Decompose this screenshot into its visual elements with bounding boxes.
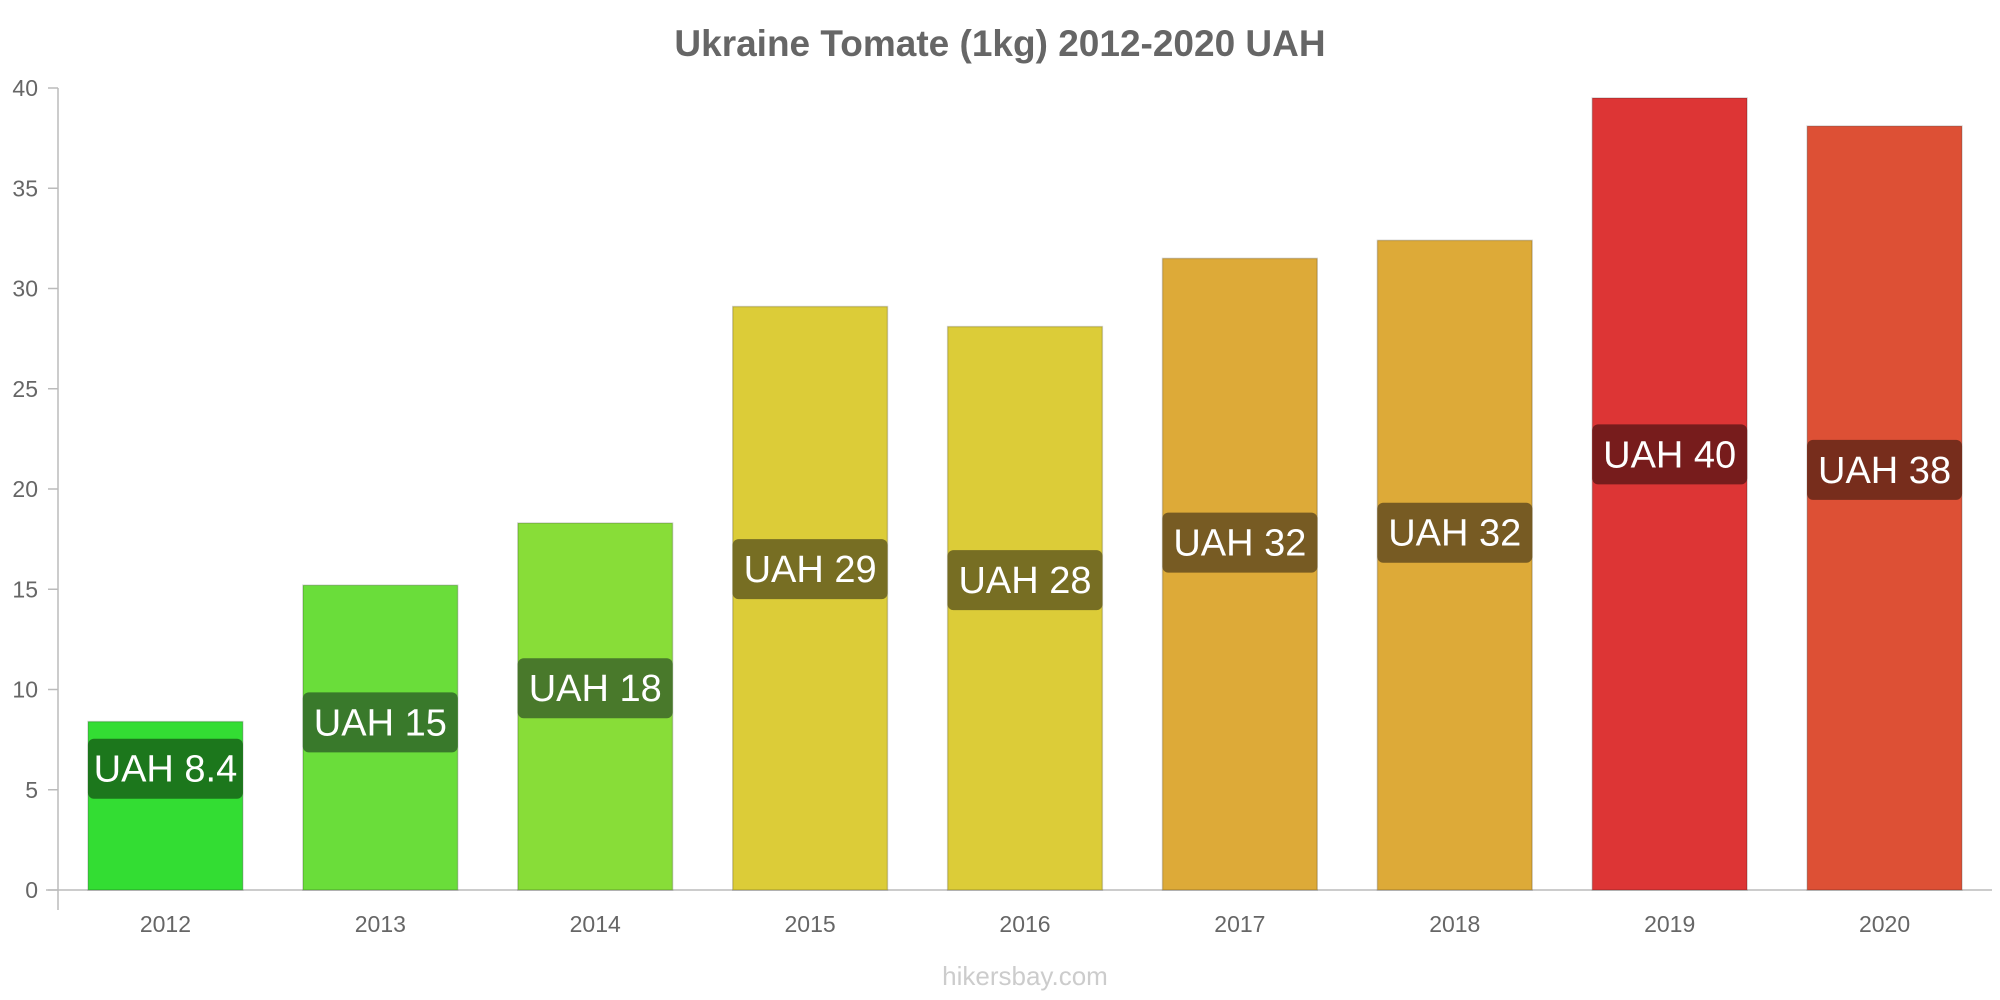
y-tick-label: 15 <box>12 576 38 602</box>
x-tick-label: 2017 <box>1214 911 1265 937</box>
data-label-box-2015 <box>732 539 888 600</box>
data-label-box-2012 <box>87 738 243 799</box>
bar-2019 <box>1591 97 1748 891</box>
bars <box>87 97 1963 891</box>
data-label-box-2018 <box>1377 502 1533 563</box>
x-tick-label: 2018 <box>1429 911 1480 937</box>
y-axis: 0 5 10 15 20 25 30 35 40 <box>12 75 59 910</box>
x-tick-label: 2019 <box>1644 911 1695 937</box>
x-tick-label: 2012 <box>140 911 191 937</box>
data-label-2017: UAH 32 <box>1173 523 1306 565</box>
data-label-box-2014 <box>517 658 673 719</box>
data-label-2016: UAH 28 <box>958 560 1091 602</box>
y-tick-label: 20 <box>12 476 38 502</box>
watermark: hikersbay.com <box>942 961 1108 991</box>
bar-2018 <box>1376 239 1533 891</box>
data-label-2015: UAH 29 <box>744 549 877 591</box>
chart-title: Ukraine Tomate (1kg) 2012-2020 UAH <box>674 23 1325 64</box>
x-axis: 2012 2013 2014 2015 2016 2017 2018 2019 2020 <box>46 889 1992 937</box>
y-tick-label: 5 <box>25 777 38 803</box>
data-label-box-2019 <box>1592 424 1748 485</box>
y-tick-label: 35 <box>12 175 38 201</box>
data-label-2018: UAH 32 <box>1388 513 1521 555</box>
y-tick-label: 30 <box>12 276 38 302</box>
x-tick-label: 2013 <box>355 911 406 937</box>
data-label-2019: UAH 40 <box>1603 434 1736 476</box>
x-tick-label: 2014 <box>570 911 621 937</box>
data-label-2013: UAH 15 <box>314 702 447 744</box>
y-tick-label: 40 <box>12 75 38 101</box>
x-tick-label: 2020 <box>1859 911 1910 937</box>
y-tick-label: 0 <box>25 877 38 903</box>
x-tick-label: 2015 <box>785 911 836 937</box>
data-label-box-2017 <box>1162 512 1318 573</box>
data-label-2012: UAH 8.4 <box>94 749 238 791</box>
data-label-box-2016 <box>947 550 1103 611</box>
data-labels: UAH 8.4 UAH 15 UAH 18 UAH 29 UAH 28 UAH 32 UAH… <box>87 424 1963 799</box>
y-tick-label: 25 <box>12 376 38 402</box>
bar-2020 <box>1806 125 1963 891</box>
data-label-2020: UAH 38 <box>1818 450 1951 492</box>
bar-2017 <box>1161 257 1318 891</box>
y-tick-label: 10 <box>12 677 38 703</box>
data-label-box-2020 <box>1807 439 1963 500</box>
data-label-2014: UAH 18 <box>529 668 662 710</box>
x-tick-label: 2016 <box>999 911 1050 937</box>
data-label-box-2013 <box>302 692 458 753</box>
